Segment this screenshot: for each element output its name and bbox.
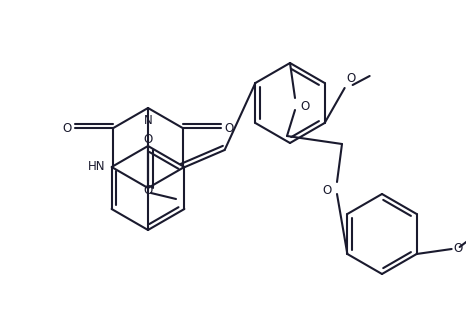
Text: O: O xyxy=(225,121,234,134)
Text: O: O xyxy=(144,184,153,197)
Text: O: O xyxy=(144,133,153,146)
Text: HN: HN xyxy=(88,159,105,173)
Text: N: N xyxy=(144,114,152,127)
Text: O: O xyxy=(453,242,463,256)
Text: O: O xyxy=(347,72,356,85)
Text: O: O xyxy=(323,184,332,197)
Text: O: O xyxy=(300,100,309,113)
Text: O: O xyxy=(62,121,71,134)
